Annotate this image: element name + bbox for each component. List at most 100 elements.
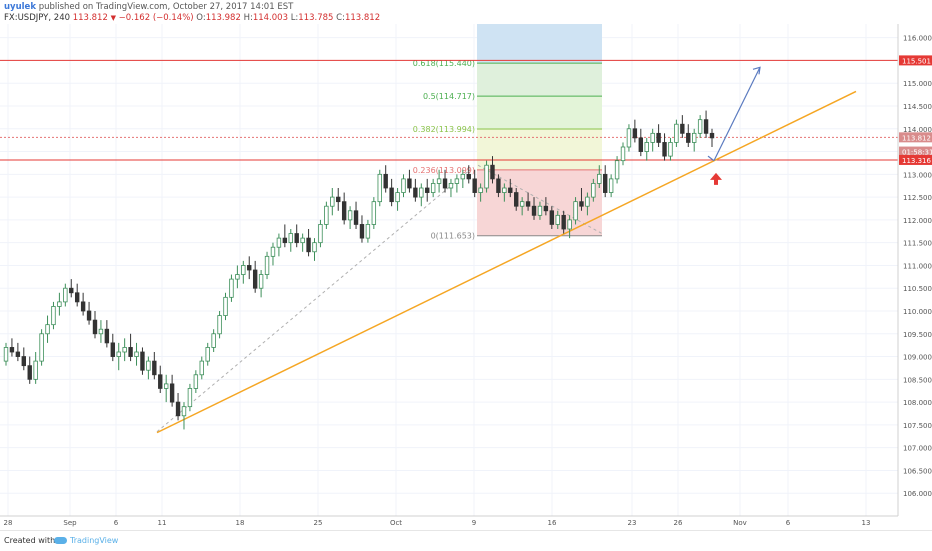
candle-body	[87, 311, 91, 320]
price-marker-label: 113.812	[902, 134, 931, 142]
candle-body	[4, 347, 8, 361]
fib-zone-5	[477, 96, 602, 129]
candle-body	[568, 220, 572, 229]
time-tick-label: 16	[548, 519, 557, 527]
candle-body	[28, 366, 32, 380]
candle-body	[550, 211, 554, 225]
candle-body	[336, 197, 340, 202]
candle-body	[10, 347, 14, 352]
candle-body	[657, 133, 661, 142]
candle-body	[615, 161, 619, 179]
candle-body	[224, 297, 228, 315]
candle-body	[651, 133, 655, 142]
candle-body	[592, 183, 596, 197]
candle-body	[331, 197, 335, 206]
fib-zone-top	[477, 24, 602, 63]
price-tick-label: 107.500	[903, 422, 932, 430]
candle-body	[390, 188, 394, 202]
candle-body	[194, 375, 198, 389]
candle-body	[645, 142, 649, 151]
candle-body	[514, 193, 518, 207]
price-tick-label: 107.000	[903, 445, 932, 453]
candle-body	[212, 334, 216, 348]
fib-level-label: 0.5(114.717)	[423, 92, 475, 101]
price-tick-label: 109.500	[903, 331, 932, 339]
candle-body	[34, 361, 38, 379]
candle-body	[147, 361, 151, 370]
price-tick-label: 113.000	[903, 171, 932, 179]
price-marker-label: 113.316	[902, 157, 931, 165]
created-with-text: Created with	[4, 536, 55, 545]
candle-body	[556, 215, 560, 224]
candle-body	[586, 197, 590, 206]
time-tick-label: Nov	[733, 519, 747, 527]
time-tick-label: 6	[114, 519, 119, 527]
price-tick-label: 112.500	[903, 194, 932, 202]
fib-base-dashed-line	[157, 170, 470, 432]
candle-body	[467, 174, 471, 179]
candle-body	[360, 224, 364, 238]
price-tick-label: 111.000	[903, 262, 932, 270]
chart-canvas[interactable]: 0.618(115.440) 0.5(114.717) 0.382(113.994)…	[0, 0, 932, 530]
candle-body	[372, 202, 376, 225]
time-tick-label: 25	[314, 519, 323, 527]
price-marker-label: 115.501	[902, 57, 931, 65]
price-tick-label: 111.500	[903, 240, 932, 248]
tradingview-brand[interactable]: TradingView	[70, 536, 118, 545]
candle-body	[461, 174, 465, 179]
candle-body	[283, 238, 287, 243]
candle-body	[170, 384, 174, 402]
candle-body	[93, 320, 97, 334]
candle-body	[40, 334, 44, 361]
time-tick-label: 11	[158, 519, 167, 527]
footer: Created with TradingView	[0, 530, 932, 551]
fib-zone-382	[477, 129, 602, 170]
candle-body	[663, 142, 667, 156]
fib-level-label: 0(111.653)	[431, 232, 475, 241]
candle-body	[437, 179, 441, 184]
candle-body	[479, 188, 483, 193]
candle-body	[455, 179, 459, 184]
candle-body	[206, 347, 210, 361]
candle-body	[609, 179, 613, 193]
candle-body	[22, 357, 26, 366]
candle-body	[692, 133, 696, 142]
candle-body	[396, 193, 400, 202]
fib-zone-618	[477, 63, 602, 96]
time-tick-label: Sep	[63, 519, 77, 527]
candle-body	[301, 238, 305, 243]
candle-body	[295, 234, 299, 243]
candle-body	[111, 343, 115, 357]
candle-body	[485, 165, 489, 188]
time-tick-label: 18	[236, 519, 245, 527]
candle-body	[307, 238, 311, 252]
candle-body	[69, 288, 73, 293]
candle-body	[153, 361, 157, 375]
time-tick-label: 28	[4, 519, 13, 527]
candle-body	[449, 183, 453, 188]
candle-body	[182, 407, 186, 416]
time-tick-label: 23	[628, 519, 637, 527]
candle-body	[253, 270, 257, 288]
candle-body	[129, 347, 133, 356]
candle-body	[247, 265, 251, 270]
candle-body	[408, 179, 412, 188]
candle-body	[704, 120, 708, 134]
candle-body	[633, 129, 637, 138]
price-tick-label: 115.000	[903, 80, 932, 88]
candle-body	[277, 238, 281, 247]
candle-body	[402, 179, 406, 193]
candle-body	[497, 179, 501, 193]
time-tick-label: 26	[674, 519, 683, 527]
candle-body	[425, 188, 429, 193]
candle-body	[532, 206, 536, 215]
candle-body	[366, 224, 370, 238]
candle-body	[99, 329, 103, 334]
price-tick-label: 114.500	[903, 103, 932, 111]
price-tick-label: 109.000	[903, 354, 932, 362]
price-tick-label: 106.000	[903, 490, 932, 498]
candle-body	[242, 265, 246, 274]
candle-body	[313, 243, 317, 252]
candle-body	[135, 352, 139, 357]
candle-body	[164, 384, 168, 389]
